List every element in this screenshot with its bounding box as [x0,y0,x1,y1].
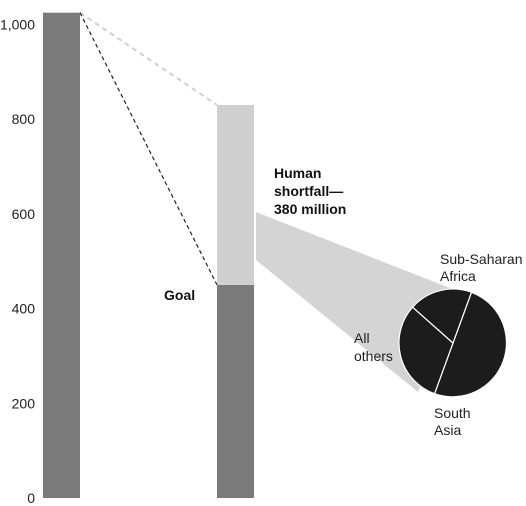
pie-label-sub-saharan-line2: Africa [440,268,476,284]
bar-2-segment-1 [217,284,254,498]
bars [43,12,254,498]
pie-label-others-line1: All [354,330,370,346]
y-tick-label: 200 [12,395,36,411]
bar-1-segment-1 [43,12,80,498]
shortfall-label-line1: Human [274,165,321,181]
y-axis: 0 200 400 600 800 1,000 [0,17,35,506]
guide-line-light [79,11,218,106]
pie-label-south-asia-line2: Asia [434,422,461,438]
pie-label-others-line2: others [354,348,393,364]
pie-label-south-asia-line1: South [434,405,471,421]
y-tick-label: 800 [12,111,36,127]
guide-line-dark [79,12,218,286]
pie-slice-2 [398,306,454,395]
y-tick-label: 400 [12,301,36,317]
y-tick-label: 600 [12,206,36,222]
pie-slice-3 [412,288,473,344]
pie-chart [398,288,508,398]
goal-label: Goal [164,287,195,303]
y-tick-label: 0 [27,490,35,506]
pie-label-sub-saharan-line1: Sub-Saharan [440,251,523,267]
bar-2-segment-2 [217,105,254,285]
shortfall-label-line2: shortfall— [274,183,343,199]
shortfall-label-line3: 380 million [274,201,346,217]
pie-slice-1 [433,291,508,398]
y-tick-label: 1,000 [0,17,35,33]
